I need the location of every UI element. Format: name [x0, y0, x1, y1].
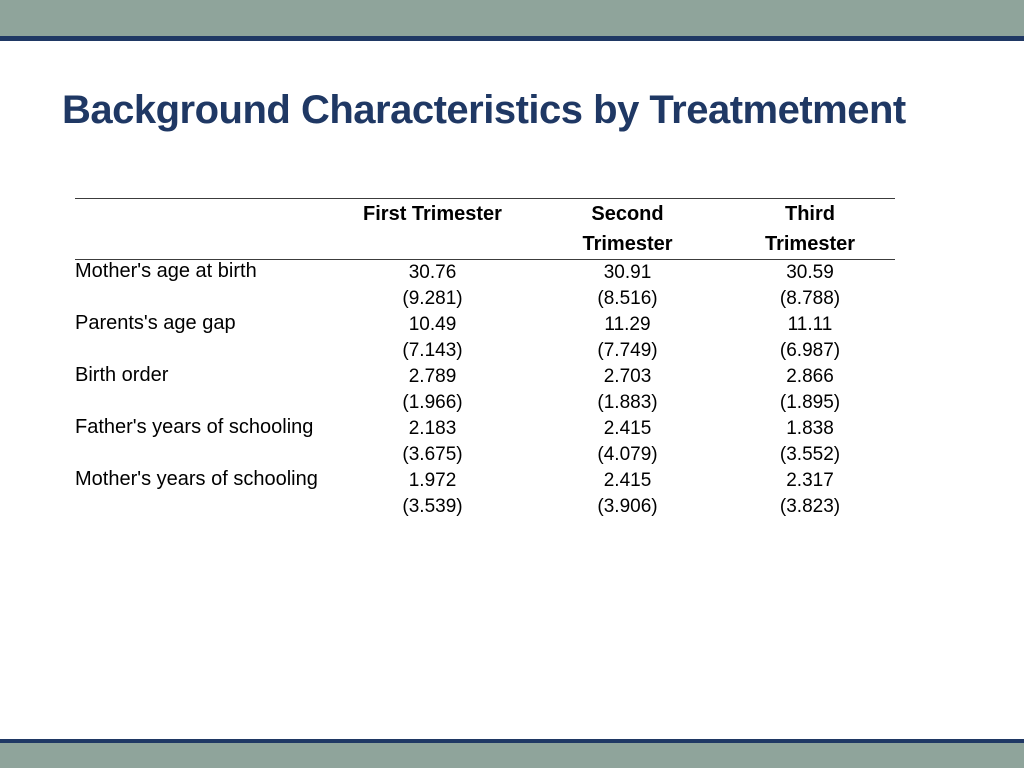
cell-third: 2.866 (1.895)	[725, 364, 895, 416]
cell-mean: 30.76	[408, 262, 457, 283]
cell-second: 30.91 (8.516)	[530, 260, 725, 313]
cell-mean: 30.91	[603, 262, 652, 283]
top-divider-line	[0, 36, 1024, 41]
cell-mean: 11.11	[787, 314, 833, 335]
header-line	[335, 229, 530, 259]
cell-mean: 2.789	[408, 366, 457, 387]
header-line: Third	[785, 203, 835, 225]
table-row: Mother's years of schooling 1.972 (3.539…	[75, 468, 895, 520]
cell-mean: 30.59	[786, 262, 834, 283]
cell-mean: 2.317	[786, 470, 834, 491]
header-row: First Trimester Second Trimester Third T…	[75, 198, 895, 260]
cell-third: 11.11 (6.987)	[725, 312, 895, 364]
cell-sd: (3.823)	[779, 496, 841, 517]
cell-second: 2.703 (1.883)	[530, 364, 725, 416]
cell-sd: (3.539)	[402, 496, 463, 517]
bottom-divider-line	[0, 739, 1024, 743]
cell-sd: (4.079)	[597, 444, 658, 465]
cell-sd: (8.788)	[779, 288, 841, 309]
cell-mean: 2.866	[786, 366, 834, 387]
row-label: Parents's age gap	[75, 312, 236, 334]
cell-mean: 10.49	[408, 314, 457, 335]
cell-first: 10.49 (7.143)	[335, 312, 530, 364]
cell-sd: (6.987)	[779, 340, 841, 361]
cell-mean: 1.972	[408, 470, 457, 491]
table-row: Mother's age at birth 30.76 (9.281) 30.9…	[75, 260, 895, 313]
cell-mean: 2.183	[408, 418, 457, 439]
data-table: First Trimester Second Trimester Third T…	[75, 198, 895, 520]
cell-sd: (8.516)	[597, 288, 658, 309]
cell-sd: (3.552)	[779, 444, 841, 465]
top-accent-bar	[0, 0, 1024, 36]
header-first-trimester: First Trimester	[335, 198, 530, 260]
cell-sd: (1.883)	[597, 392, 658, 413]
row-label: Birth order	[75, 364, 169, 386]
cell-third: 1.838 (3.552)	[725, 416, 895, 468]
cell-sd: (3.906)	[597, 496, 658, 517]
cell-mean: 1.838	[786, 418, 834, 439]
cell-first: 1.972 (3.539)	[335, 468, 530, 520]
header-third-trimester: Third Trimester	[725, 198, 895, 260]
cell-sd: (7.749)	[597, 340, 658, 361]
cell-mean: 2.415	[603, 470, 652, 491]
header-line: Trimester	[764, 233, 856, 255]
cell-first: 2.183 (3.675)	[335, 416, 530, 468]
cell-first: 30.76 (9.281)	[335, 260, 530, 313]
cell-sd: (7.143)	[402, 340, 463, 361]
cell-mean: 2.703	[603, 366, 652, 387]
characteristics-table: First Trimester Second Trimester Third T…	[75, 198, 895, 520]
row-label: Mother's age at birth	[75, 260, 257, 282]
bottom-accent-bar	[0, 743, 1024, 768]
table-body: Mother's age at birth 30.76 (9.281) 30.9…	[75, 260, 895, 521]
cell-second: 2.415 (4.079)	[530, 416, 725, 468]
cell-first: 2.789 (1.966)	[335, 364, 530, 416]
cell-second: 2.415 (3.906)	[530, 468, 725, 520]
table-row: Birth order 2.789 (1.966) 2.703 (1.883) …	[75, 364, 895, 416]
slide-title: Background Characteristics by Treatmetme…	[62, 88, 906, 132]
cell-third: 30.59 (8.788)	[725, 260, 895, 313]
row-label: Father's years of schooling	[75, 416, 314, 438]
header-line: Trimester	[582, 233, 673, 255]
cell-sd: (1.895)	[779, 392, 841, 413]
cell-sd: (1.966)	[402, 392, 463, 413]
cell-mean: 11.29	[604, 314, 651, 335]
header-line: Second	[591, 203, 664, 225]
header-second-trimester: Second Trimester	[530, 198, 725, 260]
header-line: First Trimester	[363, 203, 502, 225]
table-row: Father's years of schooling 2.183 (3.675…	[75, 416, 895, 468]
table-header: First Trimester Second Trimester Third T…	[75, 198, 895, 260]
header-empty-cell	[75, 198, 335, 260]
cell-mean: 2.415	[603, 418, 652, 439]
table-row: Parents's age gap 10.49 (7.143) 11.29 (7…	[75, 312, 895, 364]
cell-second: 11.29 (7.749)	[530, 312, 725, 364]
row-label: Mother's years of schooling	[75, 468, 318, 490]
cell-sd: (3.675)	[402, 444, 463, 465]
cell-sd: (9.281)	[402, 288, 463, 309]
cell-third: 2.317 (3.823)	[725, 468, 895, 520]
